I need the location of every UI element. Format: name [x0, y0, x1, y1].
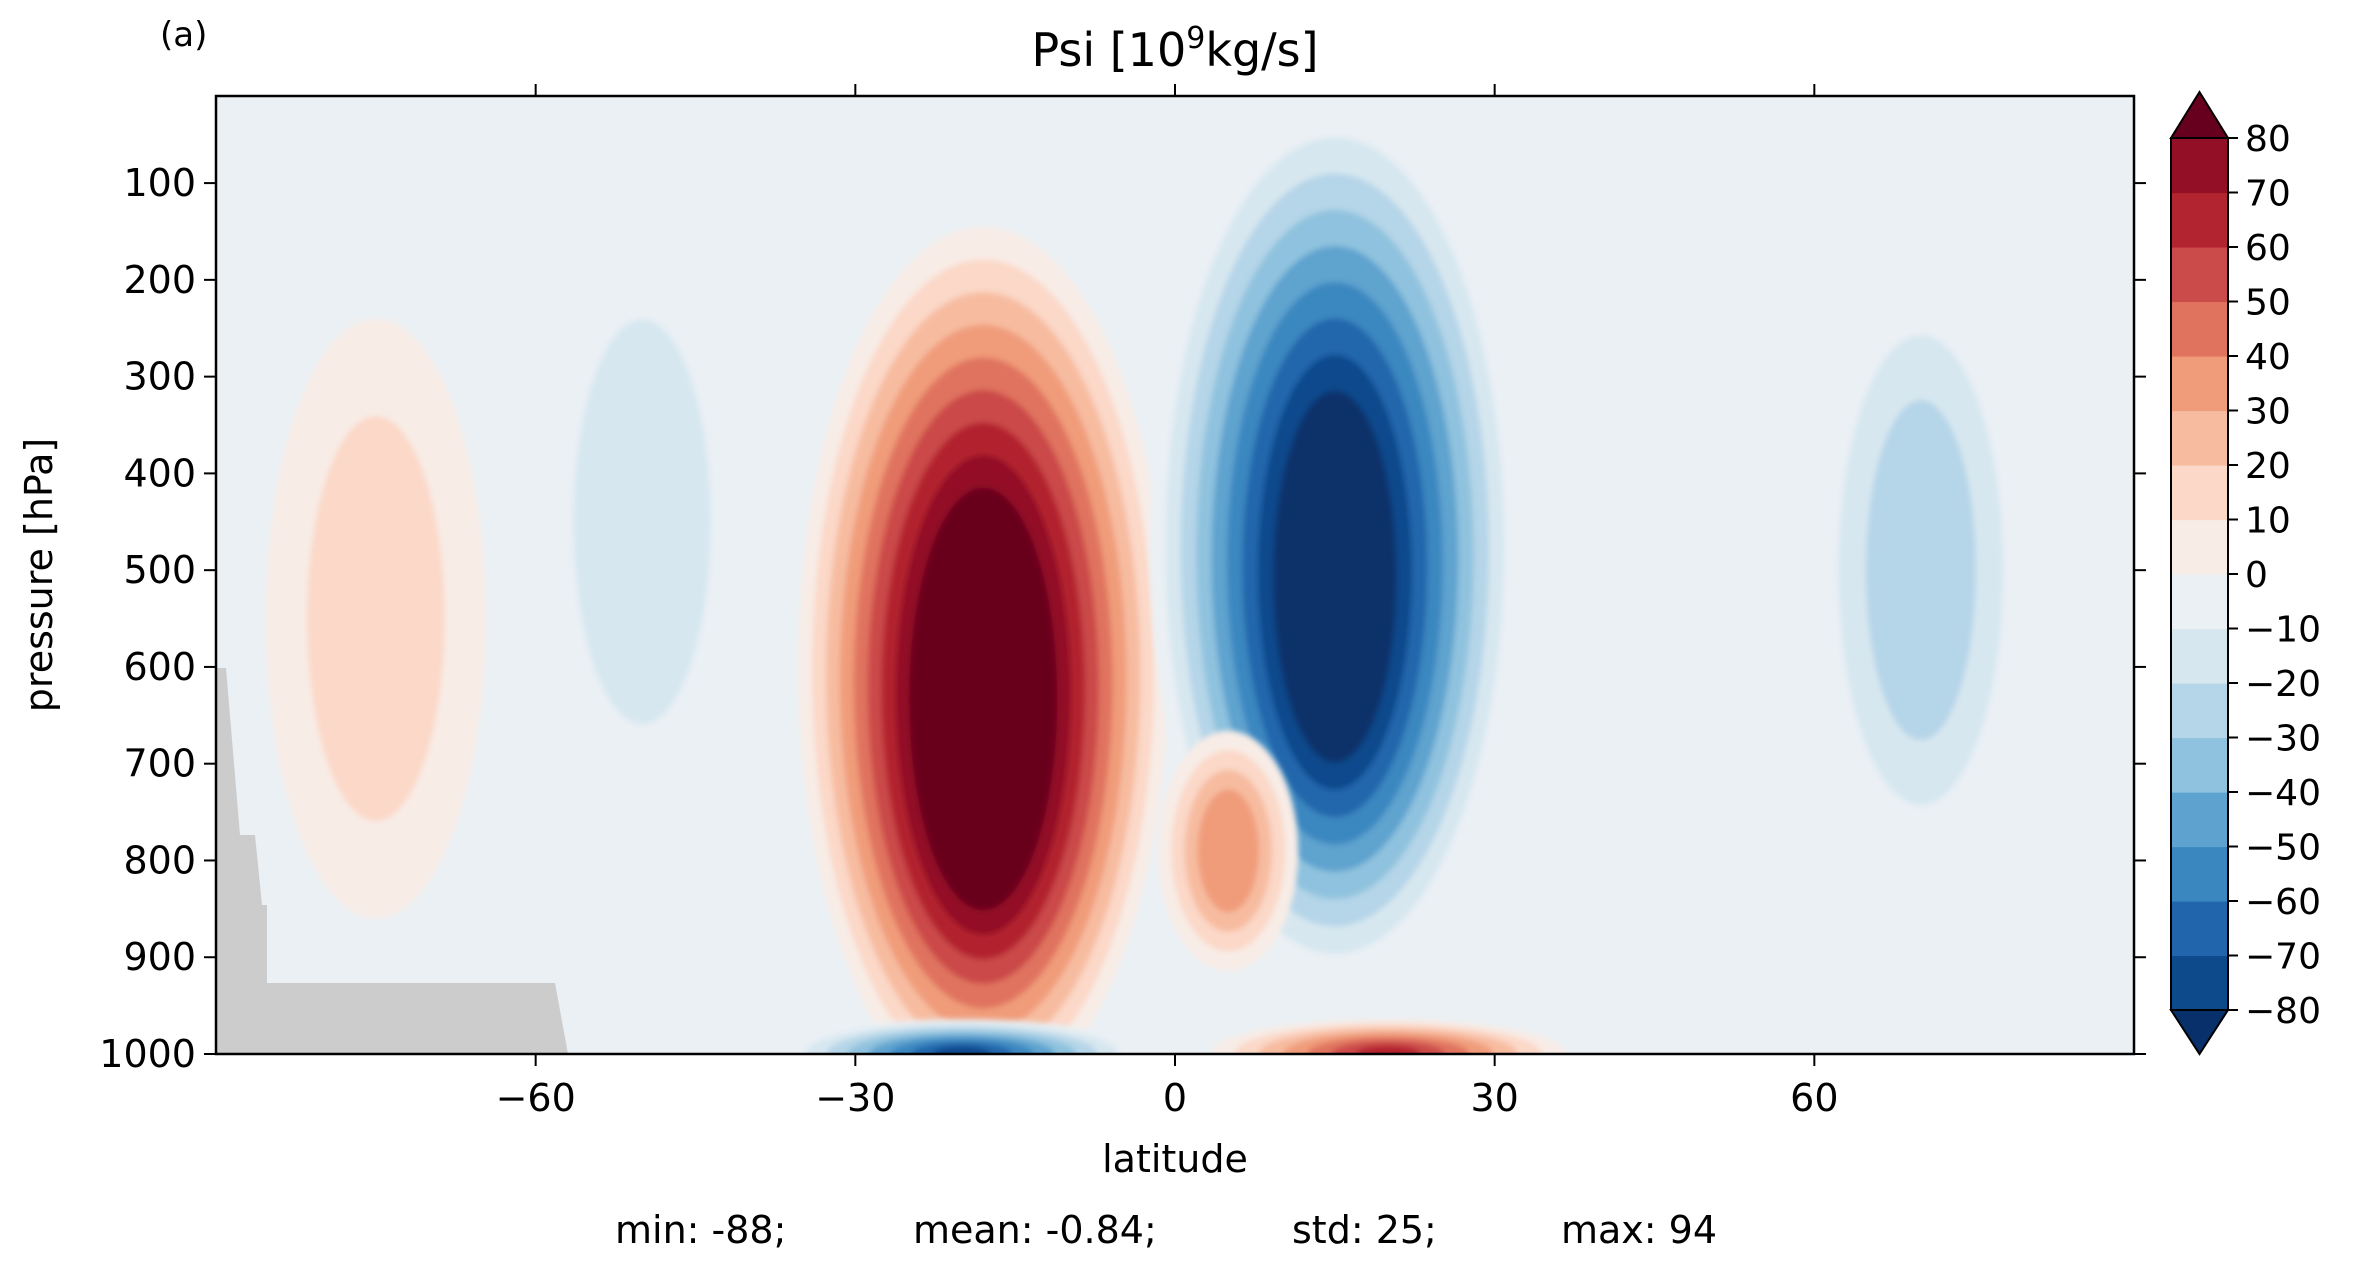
colorbar-tick-label: 0 — [2245, 555, 2268, 596]
contour-cell — [265, 318, 486, 919]
contour-cells — [265, 101, 2031, 1054]
contour-band — [1197, 789, 1259, 913]
colorbar-tick-label: 20 — [2245, 446, 2291, 487]
colorbar: −80 −70 −60 −50 −40 −30 −20 −10 0 10 20 30 40 50 60 70 8… — [2169, 90, 2321, 1056]
panel-label: (a) — [160, 15, 207, 55]
x-axis: −60 −30 0 30 60 — [496, 84, 1839, 1120]
colorbar-tick-label: −70 — [2245, 937, 2321, 978]
x-tick-label: −60 — [496, 1076, 576, 1120]
contour-cell — [1158, 730, 1299, 971]
colorbar-tick-label: −40 — [2245, 773, 2321, 814]
colorbar-segment — [2171, 301, 2228, 357]
colorbar-tick-label: 30 — [2245, 392, 2291, 433]
colorbar-tick-label: −50 — [2245, 828, 2321, 869]
plot-area — [216, 96, 2134, 1054]
colorbar-segment — [2171, 792, 2228, 848]
contour-band — [923, 520, 1044, 886]
y-tick-label: 300 — [123, 355, 196, 399]
y-tick-label: 200 — [123, 258, 196, 302]
y-tick-label: 400 — [123, 451, 196, 495]
colorbar-segment — [2171, 574, 2228, 630]
contour-cell — [783, 1019, 1140, 1054]
y-tick-label: 900 — [123, 935, 196, 979]
colorbar-over-extension — [2169, 90, 2230, 139]
topography-mask — [216, 668, 568, 1054]
colorbar-segment — [2171, 465, 2228, 521]
x-tick-label: 30 — [1470, 1076, 1518, 1120]
x-axis-label: latitude — [1102, 1137, 1248, 1181]
title-superscript: 9 — [1186, 21, 1205, 56]
title-suffix: kg/s] — [1205, 23, 1318, 77]
colorbar-tick-label: 10 — [2245, 501, 2291, 542]
colorbar-tick-label: 60 — [2245, 228, 2291, 269]
stat-mean: mean: -0.84; — [913, 1208, 1157, 1252]
colorbar-segment — [2171, 955, 2228, 1011]
colorbar-under-extension — [2169, 1009, 2230, 1056]
colorbar-segment — [2171, 628, 2228, 684]
stats-line: min: -88; mean: -0.84; std: 25; max: 94 — [615, 1208, 1717, 1252]
stat-min: min: -88; — [615, 1208, 786, 1252]
x-tick-label: 60 — [1790, 1076, 1838, 1120]
colorbar-segment — [2171, 737, 2228, 793]
colorbar-tick-label: 70 — [2245, 174, 2291, 215]
stat-max: max: 94 — [1561, 1208, 1717, 1252]
y-tick-label: 600 — [123, 645, 196, 689]
y-tick-label: 800 — [123, 838, 196, 882]
x-tick-label: 0 — [1163, 1076, 1187, 1120]
colorbar-tick-label: 50 — [2245, 283, 2291, 324]
contour-band — [307, 416, 445, 822]
contour-cell — [1149, 101, 1520, 982]
colorbar-segment — [2171, 356, 2228, 412]
contour-band — [1355, 1045, 1421, 1054]
colorbar-segment — [2171, 192, 2228, 248]
contour-cell — [798, 227, 1169, 1054]
y-tick-label: 100 — [123, 161, 196, 205]
y-tick-label: 700 — [123, 742, 196, 786]
y-tick-label: 500 — [123, 548, 196, 592]
contour-band — [932, 1046, 992, 1054]
colorbar-segment — [2171, 247, 2228, 303]
stat-std: std: 25; — [1292, 1208, 1437, 1252]
colorbar-tick-label: 80 — [2245, 119, 2291, 160]
contour-cell — [1810, 270, 2031, 871]
colorbar-tick-label: −80 — [2245, 991, 2321, 1032]
contour-cell — [1210, 1019, 1567, 1054]
contour-cell — [532, 221, 753, 822]
title-prefix: Psi [10 — [1031, 23, 1186, 77]
colorbar-tick-label: −20 — [2245, 664, 2321, 705]
contour-band — [1865, 400, 1976, 741]
contour-band — [573, 319, 711, 725]
y-axis-label: pressure [hPa] — [17, 438, 61, 712]
colorbar-segment — [2171, 410, 2228, 466]
y-tick-label: 1000 — [99, 1032, 196, 1076]
contour-band — [1273, 390, 1397, 763]
chart-title: Psi [109kg/s] — [1031, 21, 1318, 77]
colorbar-segment — [2171, 901, 2228, 957]
colorbar-tick-label: −60 — [2245, 882, 2321, 923]
colorbar-tick-label: 40 — [2245, 337, 2291, 378]
colorbar-segment — [2171, 138, 2228, 194]
colorbar-segment — [2171, 519, 2228, 575]
colorbar-tick-label: −30 — [2245, 719, 2321, 760]
colorbar-segment — [2171, 683, 2228, 739]
y-axis: 100 200 300 400 500 600 700 800 900 1000 — [99, 161, 2146, 1076]
x-tick-label: −30 — [815, 1076, 895, 1120]
colorbar-tick-label: −10 — [2245, 610, 2321, 651]
colorbar-segment — [2171, 846, 2228, 902]
